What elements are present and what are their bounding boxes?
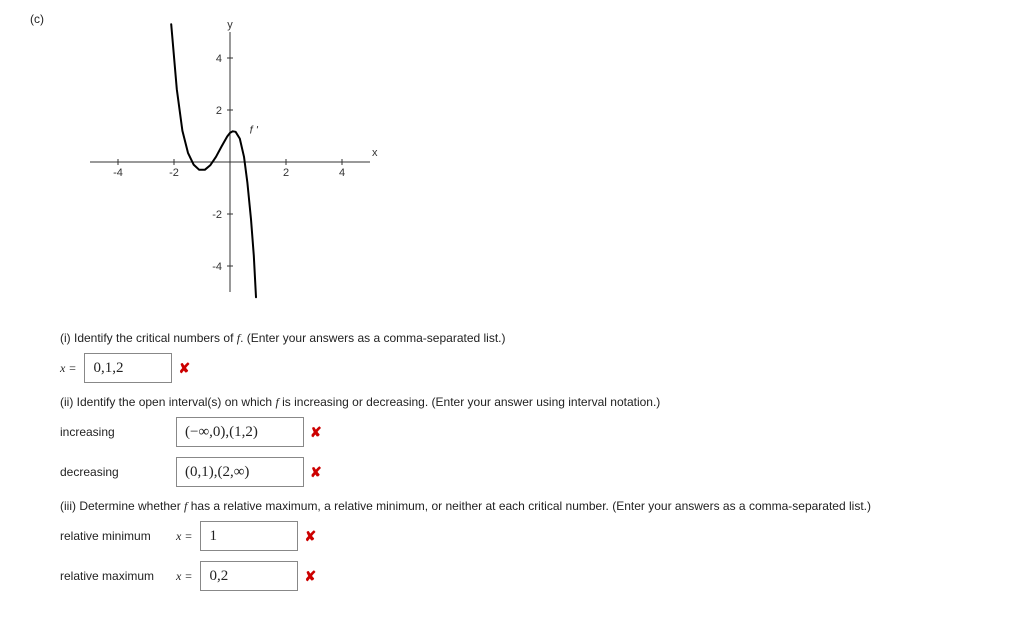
part-label: (c) xyxy=(30,12,44,26)
q3-min-label: relative minimum xyxy=(60,529,170,543)
q3-min-row: relative minimum x = 1 ✘ xyxy=(60,521,1004,551)
q2-inc-label: increasing xyxy=(60,425,170,439)
q2-dec-label: decreasing xyxy=(60,465,170,479)
q1-pre: (i) Identify the critical numbers of xyxy=(60,331,237,345)
q3-min-answer-input[interactable]: 1 xyxy=(200,521,298,551)
q3-max-var: x = xyxy=(176,569,192,584)
svg-text:4: 4 xyxy=(339,167,345,179)
q2-after: is increasing or decreasing. (Enter your… xyxy=(279,395,661,409)
wrong-icon: ✘ xyxy=(310,464,322,481)
svg-text:4: 4 xyxy=(216,53,222,65)
q2-dec-row: decreasing (0,1),(2,∞) ✘ xyxy=(60,457,1004,487)
q3-max-row: relative maximum x = 0,2 ✘ xyxy=(60,561,1004,591)
svg-text:-2: -2 xyxy=(169,167,179,179)
q3-pre: (iii) Determine whether xyxy=(60,499,184,513)
graph-svg: -4 -2 2 4 -4 -2 2 4 x y f ' xyxy=(70,12,390,312)
svg-text:f ': f ' xyxy=(250,124,259,136)
svg-text:-4: -4 xyxy=(113,167,123,179)
wrong-icon: ✘ xyxy=(178,360,190,377)
q2-pre: (ii) Identify the open interval(s) on wh… xyxy=(60,395,275,409)
svg-text:-4: -4 xyxy=(212,261,222,273)
q3-after: has a relative maximum, a relative minim… xyxy=(187,499,871,513)
q1-var: x = xyxy=(60,361,76,376)
q3-max-answer-input[interactable]: 0,2 xyxy=(200,561,298,591)
graph: -4 -2 2 4 -4 -2 2 4 x y f ' xyxy=(70,12,1004,315)
q1-row: x = 0,1,2 ✘ xyxy=(60,353,1004,383)
q2-inc-answer-input[interactable]: (−∞,0),(1,2) xyxy=(176,417,304,447)
svg-text:-2: -2 xyxy=(212,209,222,221)
q1-answer-input[interactable]: 0,1,2 xyxy=(84,353,172,383)
q2-text: (ii) Identify the open interval(s) on wh… xyxy=(60,393,1004,411)
wrong-icon: ✘ xyxy=(304,528,316,545)
wrong-icon: ✘ xyxy=(304,568,316,585)
q1-text: (i) Identify the critical numbers of f. … xyxy=(60,329,1004,347)
wrong-icon: ✘ xyxy=(310,424,322,441)
q3-max-label: relative maximum xyxy=(60,569,170,583)
q1-after: . (Enter your answers as a comma-separat… xyxy=(240,331,505,345)
svg-text:y: y xyxy=(227,19,233,31)
svg-text:2: 2 xyxy=(283,167,289,179)
svg-text:x: x xyxy=(372,147,378,159)
q2-inc-row: increasing (−∞,0),(1,2) ✘ xyxy=(60,417,1004,447)
q3-text: (iii) Determine whether f has a relative… xyxy=(60,497,1004,515)
svg-text:2: 2 xyxy=(216,105,222,117)
q3-min-var: x = xyxy=(176,529,192,544)
q2-dec-answer-input[interactable]: (0,1),(2,∞) xyxy=(176,457,304,487)
